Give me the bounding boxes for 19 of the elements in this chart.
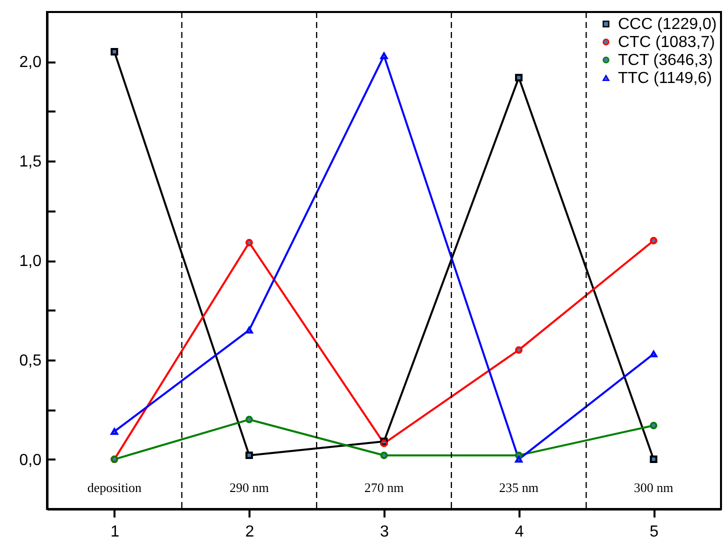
annotation: 300 nm bbox=[634, 480, 674, 495]
x-tick-label: 4 bbox=[514, 524, 524, 537]
legend-label: CTC (1083,7) bbox=[618, 34, 715, 51]
annotation: 290 nm bbox=[230, 480, 269, 495]
y-tick-label: 2,0 bbox=[19, 54, 42, 72]
annotation: 270 nm bbox=[364, 480, 404, 495]
legend-label: TCT (3646,3) bbox=[618, 52, 713, 69]
x-tick-label: 3 bbox=[380, 524, 390, 537]
legend-label: TTC (1149,6) bbox=[618, 70, 712, 87]
annotation: deposition bbox=[87, 480, 142, 495]
x-tick-label: 1 bbox=[110, 524, 120, 537]
annotation: 235 nm bbox=[499, 480, 538, 495]
y-tick-label: 0,5 bbox=[19, 352, 42, 370]
x-tick-label: 5 bbox=[650, 524, 659, 537]
y-tick-label: 1,5 bbox=[19, 154, 42, 171]
y-tick-label: 0,0 bbox=[19, 452, 42, 469]
y-tick-label: 1,0 bbox=[19, 253, 42, 270]
legend-label: CCC (1229,0) bbox=[618, 16, 717, 33]
x-tick-label: 2 bbox=[245, 524, 254, 537]
